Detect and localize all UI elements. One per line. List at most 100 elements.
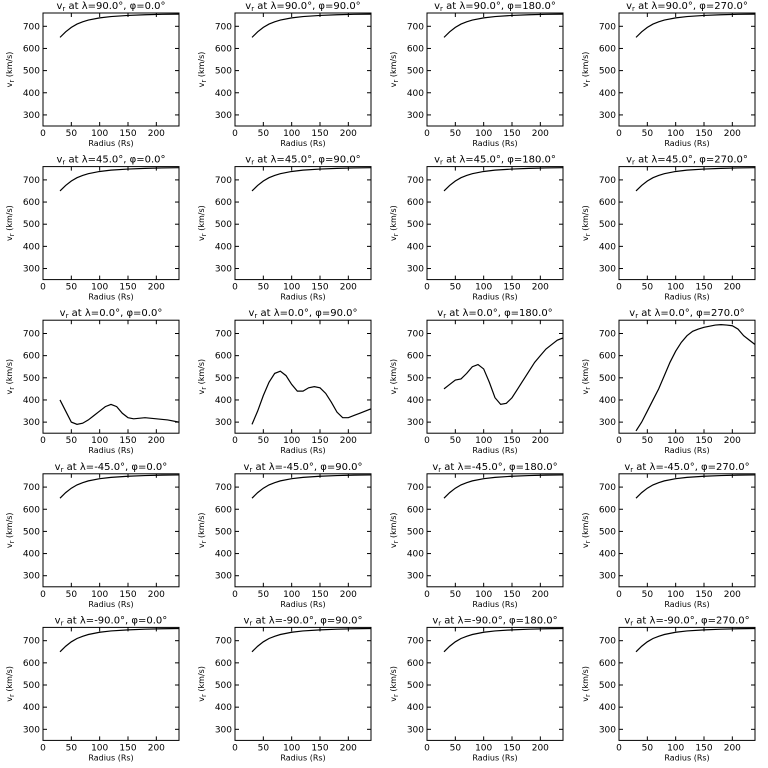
plot-frame xyxy=(234,319,372,434)
y-tick-label: 700 xyxy=(23,176,40,186)
y-tick-label: 500 xyxy=(599,527,616,537)
x-tick-label: 150 xyxy=(311,283,328,293)
x-tick-label: 50 xyxy=(642,743,654,753)
x-tick-label: 50 xyxy=(66,743,78,753)
y-tick-label: 700 xyxy=(599,483,616,493)
plot-frame xyxy=(618,166,756,281)
y-tick-label: 500 xyxy=(599,681,616,691)
x-tick-label: 200 xyxy=(532,743,549,753)
text-part: v xyxy=(5,543,14,548)
subscript: r xyxy=(200,387,208,390)
chart-title: vr at λ=-45.0°, φ=90.0° xyxy=(244,462,363,474)
chart-title: vr at λ=0.0°, φ=0.0° xyxy=(60,308,163,320)
x-tick-label: 50 xyxy=(450,590,462,600)
panel: vr at λ=0.0°, φ=90.0°0 50 100 150 2003004005… xyxy=(197,308,372,455)
x-tick-label: 0 xyxy=(40,436,46,446)
series-group xyxy=(635,627,755,653)
y-tick-label: 700 xyxy=(599,329,616,339)
x-axis-label: Radius (Rs) xyxy=(280,753,325,762)
chart-title: vr at λ=90.0°, φ=270.0° xyxy=(626,1,748,13)
chart-title: vr at λ=45.0°, φ=0.0° xyxy=(56,155,165,167)
panel: vr at λ=-45.0°, φ=0.0°0 50 100 150 200300400… xyxy=(5,462,180,609)
subscript: r xyxy=(200,540,208,543)
x-tick-label: 200 xyxy=(340,590,357,600)
subscript: r xyxy=(392,540,400,543)
panel: vr at λ=90.0°, φ=0.0°0 50 100 150 2003004005… xyxy=(5,1,180,148)
text-part: at λ=90.0°, φ=90.0° xyxy=(254,1,361,12)
subscript: r xyxy=(200,694,208,697)
text-part: (km/s) xyxy=(581,52,590,80)
text-part: v xyxy=(197,697,206,702)
y-tick-label: 500 xyxy=(23,220,40,230)
text-part: at λ=0.0°, φ=270.0° xyxy=(638,308,745,319)
data-line xyxy=(635,13,755,38)
series-group xyxy=(59,474,179,499)
y-tick-label: 700 xyxy=(215,22,232,32)
x-tick-label: 100 xyxy=(283,436,300,446)
x-tick-label: 50 xyxy=(258,743,270,753)
series-group xyxy=(59,167,179,192)
y-tick-label: 300 xyxy=(407,572,424,582)
x-tick-label: 150 xyxy=(503,590,520,600)
x-axis-label: Radius (Rs) xyxy=(472,446,517,455)
data-line xyxy=(443,474,563,499)
subscript: r xyxy=(8,540,16,543)
subscript: r xyxy=(249,619,252,627)
x-tick-label: 0 xyxy=(616,129,622,139)
text-part: (km/s) xyxy=(581,512,590,540)
series-group xyxy=(251,13,371,38)
chart-title: vr at λ=90.0°, φ=180.0° xyxy=(434,1,556,13)
y-tick-label: 400 xyxy=(23,550,40,560)
text-part: v xyxy=(626,1,632,12)
x-tick-label: 0 xyxy=(232,590,238,600)
text-part: (km/s) xyxy=(389,52,398,80)
subscript: r xyxy=(392,80,400,83)
y-axis-label: vr (km/s) xyxy=(5,52,16,88)
text-part: v xyxy=(624,462,630,473)
plot-frame xyxy=(618,626,756,741)
x-tick-label: 200 xyxy=(724,283,741,293)
x-tick-label: 50 xyxy=(642,436,654,446)
y-tick-label: 300 xyxy=(599,111,616,121)
subscript: r xyxy=(632,5,635,13)
text-part: at λ=45.0°, φ=270.0° xyxy=(635,155,748,166)
chart-title: vr at λ=-90.0°, φ=270.0° xyxy=(624,615,749,627)
chart-title: vr at λ=-90.0°, φ=180.0° xyxy=(432,615,557,627)
data-line xyxy=(443,13,563,38)
chart-title: vr at λ=90.0°, φ=0.0° xyxy=(56,1,165,13)
x-tick-label: 150 xyxy=(311,436,328,446)
y-tick-label: 600 xyxy=(407,44,424,54)
y-tick-label: 700 xyxy=(599,22,616,32)
data-line xyxy=(443,167,563,192)
plot-frame xyxy=(234,12,372,127)
x-tick-label: 50 xyxy=(258,129,270,139)
subscript: r xyxy=(62,159,65,167)
y-tick-label: 400 xyxy=(407,242,424,252)
series-group xyxy=(251,627,371,653)
series-group xyxy=(443,167,563,192)
text-part: v xyxy=(245,155,251,166)
y-tick-label: 700 xyxy=(23,637,40,647)
chart-title: vr at λ=0.0°, φ=90.0° xyxy=(248,308,357,320)
x-tick-label: 50 xyxy=(450,743,462,753)
data-line xyxy=(251,627,371,653)
text-part: at λ=-45.0°, φ=90.0° xyxy=(252,462,362,473)
subscript: r xyxy=(584,694,592,697)
x-tick-label: 200 xyxy=(148,590,165,600)
text-part: (km/s) xyxy=(581,205,590,233)
x-tick-label: 150 xyxy=(503,283,520,293)
x-tick-label: 50 xyxy=(258,436,270,446)
y-axis-label: vr (km/s) xyxy=(197,512,208,548)
subscript: r xyxy=(8,387,16,390)
y-tick-label: 400 xyxy=(215,550,232,560)
x-tick-label: 50 xyxy=(258,590,270,600)
x-tick-label: 200 xyxy=(532,129,549,139)
y-tick-label: 600 xyxy=(23,44,40,54)
y-tick-label: 500 xyxy=(599,67,616,77)
data-line xyxy=(251,474,371,499)
y-tick-label: 500 xyxy=(23,374,40,384)
data-line xyxy=(251,370,371,425)
text-part: v xyxy=(624,615,630,626)
text-part: at λ=0.0°, φ=0.0° xyxy=(68,308,162,319)
